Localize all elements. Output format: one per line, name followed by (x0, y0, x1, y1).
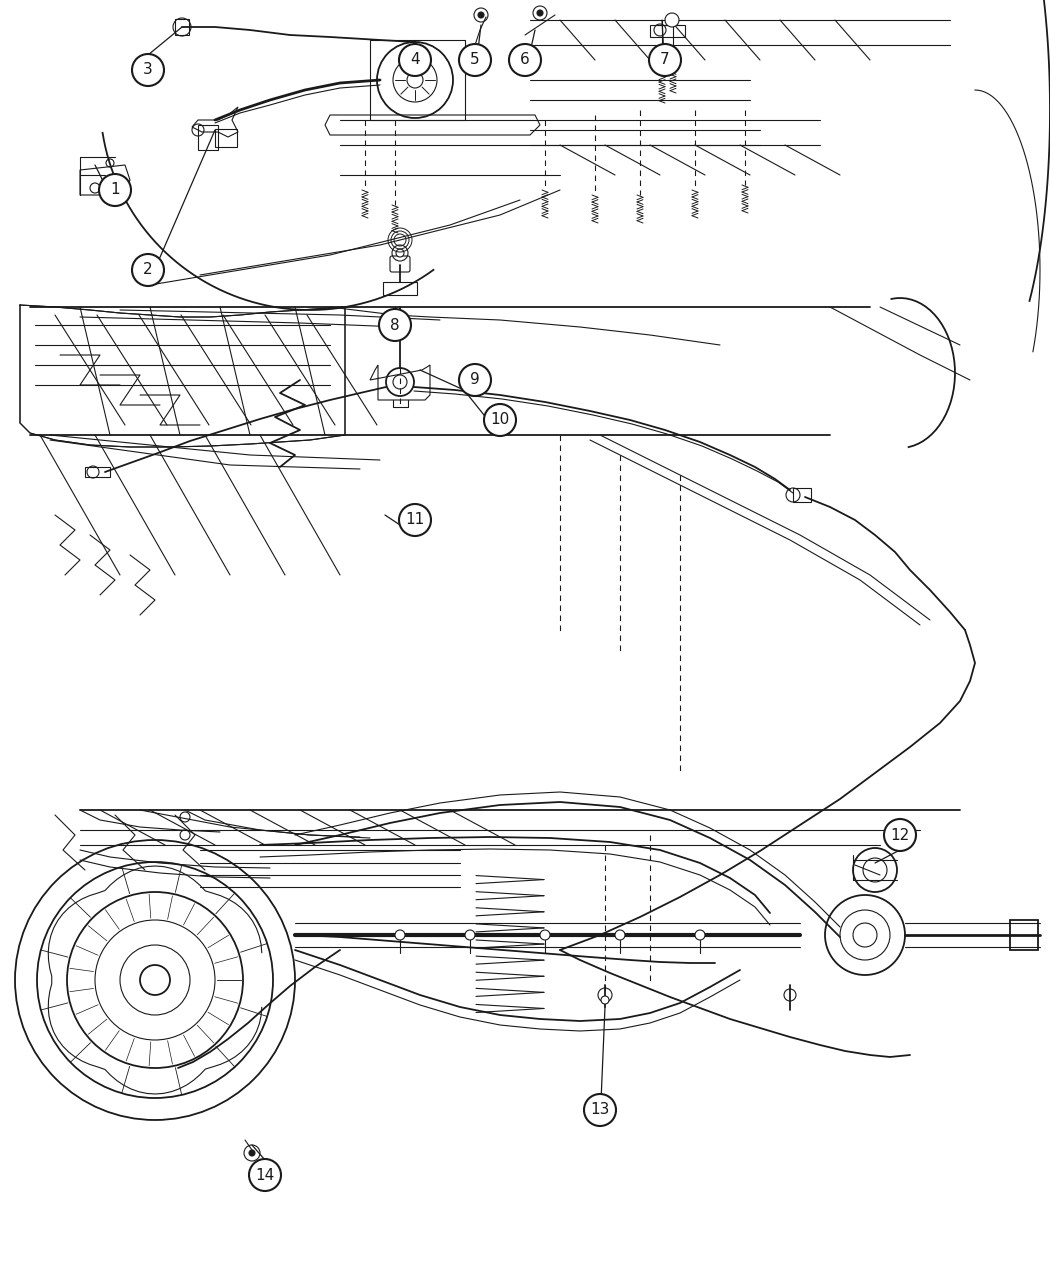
Text: 13: 13 (590, 1103, 610, 1117)
Circle shape (395, 929, 405, 940)
Circle shape (465, 929, 475, 940)
Polygon shape (326, 115, 540, 135)
Text: 10: 10 (490, 413, 509, 427)
Text: 14: 14 (255, 1168, 275, 1182)
Circle shape (132, 54, 164, 85)
Circle shape (478, 11, 484, 18)
Circle shape (249, 1150, 255, 1156)
Text: 6: 6 (520, 52, 530, 68)
Circle shape (484, 404, 516, 436)
Bar (175, 19, 189, 34)
Text: 1: 1 (110, 182, 120, 198)
Circle shape (540, 929, 550, 940)
Bar (85, 467, 110, 477)
Text: 2: 2 (143, 263, 153, 278)
Bar (215, 129, 237, 147)
Circle shape (615, 929, 625, 940)
Bar (650, 26, 685, 37)
Circle shape (459, 45, 491, 76)
Circle shape (665, 13, 679, 27)
Text: 7: 7 (660, 52, 670, 68)
Text: 11: 11 (405, 513, 424, 528)
Polygon shape (370, 365, 430, 400)
Text: 12: 12 (890, 827, 909, 843)
Circle shape (601, 996, 609, 1003)
Text: 5: 5 (470, 52, 480, 68)
Circle shape (584, 1094, 616, 1126)
Circle shape (537, 10, 543, 17)
Circle shape (509, 45, 541, 76)
Circle shape (695, 929, 705, 940)
Circle shape (99, 173, 131, 207)
Circle shape (459, 363, 491, 397)
Polygon shape (383, 282, 417, 295)
Circle shape (884, 819, 916, 850)
Circle shape (249, 1159, 281, 1191)
Text: 3: 3 (143, 62, 153, 78)
Circle shape (132, 254, 164, 286)
Circle shape (396, 249, 404, 258)
Polygon shape (80, 164, 130, 195)
Circle shape (649, 45, 681, 76)
Bar (793, 488, 811, 502)
Text: 8: 8 (391, 317, 400, 333)
Circle shape (399, 504, 430, 536)
Polygon shape (20, 305, 345, 448)
Text: 4: 4 (411, 52, 420, 68)
Bar (1010, 921, 1038, 950)
Circle shape (399, 45, 430, 76)
Polygon shape (192, 107, 238, 136)
Text: 9: 9 (470, 372, 480, 388)
Bar (198, 125, 218, 150)
Circle shape (379, 309, 411, 340)
